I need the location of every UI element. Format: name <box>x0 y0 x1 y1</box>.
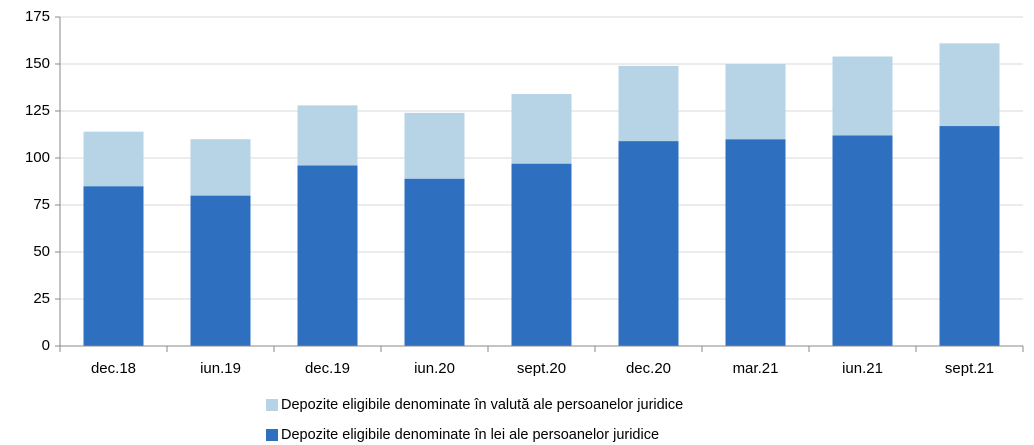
bar-segment <box>83 186 144 346</box>
bar-segment <box>404 178 465 346</box>
bar-segment <box>725 139 786 346</box>
legend: Depozite eligibile denominate în valută … <box>266 397 683 443</box>
bar-segment <box>939 126 1000 346</box>
y-tick-label: 25 <box>33 290 50 307</box>
bar-segment <box>939 43 1000 127</box>
y-tick-label: 175 <box>25 8 50 25</box>
bar-segment <box>832 135 893 346</box>
x-tick-label: sept.20 <box>517 360 566 377</box>
y-tick-label: 0 <box>42 337 50 354</box>
legend-label: Depozite eligibile denominate în lei ale… <box>281 427 659 443</box>
bar-segment <box>618 141 679 346</box>
bar-segment <box>511 163 572 346</box>
bar-segment <box>404 112 465 179</box>
x-tick-label: mar.21 <box>733 360 779 377</box>
y-tick-label: 150 <box>25 55 50 72</box>
y-tick-label: 125 <box>25 102 50 119</box>
bar-segment <box>297 165 358 346</box>
bar-segment <box>832 56 893 136</box>
legend-swatch <box>266 429 278 441</box>
bar-segment <box>190 139 251 196</box>
x-tick-label: dec.20 <box>626 360 671 377</box>
x-tick-label: sept.21 <box>945 360 994 377</box>
x-tick-label: dec.19 <box>305 360 350 377</box>
bar-segment <box>511 94 572 164</box>
bar-segment <box>83 131 144 187</box>
y-tick-label: 50 <box>33 243 50 260</box>
x-tick-label: iun.21 <box>842 360 883 377</box>
legend-label: Depozite eligibile denominate în valută … <box>281 397 683 413</box>
legend-swatch <box>266 399 278 411</box>
bar-segment <box>190 195 251 346</box>
y-tick-label: 75 <box>33 196 50 213</box>
x-tick-label: iun.19 <box>200 360 241 377</box>
bar-segment <box>618 65 679 142</box>
bar-segment <box>297 105 358 166</box>
y-tick-label: 100 <box>25 149 50 166</box>
x-tick-label: iun.20 <box>414 360 455 377</box>
bar-segment <box>725 64 786 140</box>
x-tick-label: dec.18 <box>91 360 136 377</box>
